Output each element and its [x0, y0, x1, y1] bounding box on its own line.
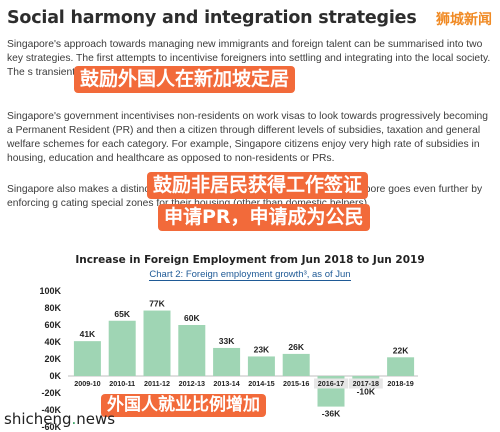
bar-2013-14: [213, 347, 241, 376]
x-tick-label: 2014-15: [248, 379, 274, 388]
x-tick-label: 2012-13: [179, 379, 205, 388]
bar-2010-11: [108, 320, 136, 376]
chart-subtitle-text: Chart 2: Foreign employment growth³, as …: [149, 269, 351, 281]
y-tick-label: -60K: [41, 422, 61, 430]
paragraph-incentives: Singapore's government incentivises non-…: [7, 111, 489, 164]
y-tick-label: 40K: [44, 337, 61, 347]
brand-logo-text: 狮城新闻: [436, 12, 492, 28]
data-label: 26K: [288, 342, 304, 352]
x-tick-label: 2011-12: [144, 379, 170, 388]
x-label-bg: [314, 378, 348, 389]
bar-2015-16: [282, 353, 310, 376]
data-label: 60K: [184, 313, 200, 323]
watermark-suffix: news: [76, 410, 116, 428]
data-label: -10K: [357, 387, 376, 397]
data-label: -36K: [322, 409, 341, 419]
caption-employment-increase: 外国人就业比例增加: [101, 394, 266, 417]
y-tick-label: 100K: [39, 286, 61, 296]
data-label: 33K: [219, 336, 235, 346]
data-label: 65K: [114, 309, 130, 319]
data-label: 77K: [149, 299, 165, 309]
x-tick-label: 2017-18: [353, 379, 379, 388]
bar-2011-12: [143, 310, 171, 376]
y-tick-label: 80K: [44, 303, 61, 313]
y-tick-label: -20K: [41, 388, 61, 398]
bar-2014-15: [247, 356, 275, 376]
foreign-employment-chart: -60K -40K -20K 0K 20K 40K 60K 80K 100K 2009-10 41K…: [39, 286, 418, 430]
chart-subtitle: Chart 2: Foreign employment growth³, as …: [0, 269, 500, 281]
bar-2018-19: [387, 357, 415, 376]
page-title: Social harmony and integration strategie…: [7, 8, 417, 28]
watermark-dot: .: [71, 410, 77, 428]
caption-encourage-settle: 鼓励外国人在新加坡定居: [74, 66, 296, 93]
data-label: 23K: [254, 344, 270, 354]
y-tick-label: 20K: [44, 354, 61, 364]
x-tick-label: 2009-10: [74, 379, 100, 388]
x-tick-label: 2018-19: [387, 379, 413, 388]
x-label-bg: [348, 378, 383, 389]
caption-apply-pr: 申请PR，申请成为公民: [158, 204, 370, 231]
bar-2009-10: [73, 341, 101, 376]
watermark-prefix: shicheng: [4, 410, 72, 428]
data-label: 41K: [80, 329, 96, 339]
y-tick-label: 60K: [44, 320, 61, 330]
chart-title: Increase in Foreign Employment from Jun …: [75, 254, 425, 266]
data-label: 22K: [393, 345, 409, 355]
x-tick-label: 2016-17: [318, 379, 344, 388]
x-tick-label: 2015-16: [283, 379, 309, 388]
x-tick-label: 2013-14: [213, 379, 239, 388]
watermark: shicheng.news: [4, 410, 115, 428]
y-tick-label: -40K: [41, 405, 61, 415]
y-tick-label: 0K: [49, 371, 61, 381]
x-tick-label: 2010-11: [109, 379, 135, 388]
caption-work-visa: 鼓励非居民获得工作签证: [147, 172, 369, 199]
bar-2012-13: [178, 325, 206, 376]
